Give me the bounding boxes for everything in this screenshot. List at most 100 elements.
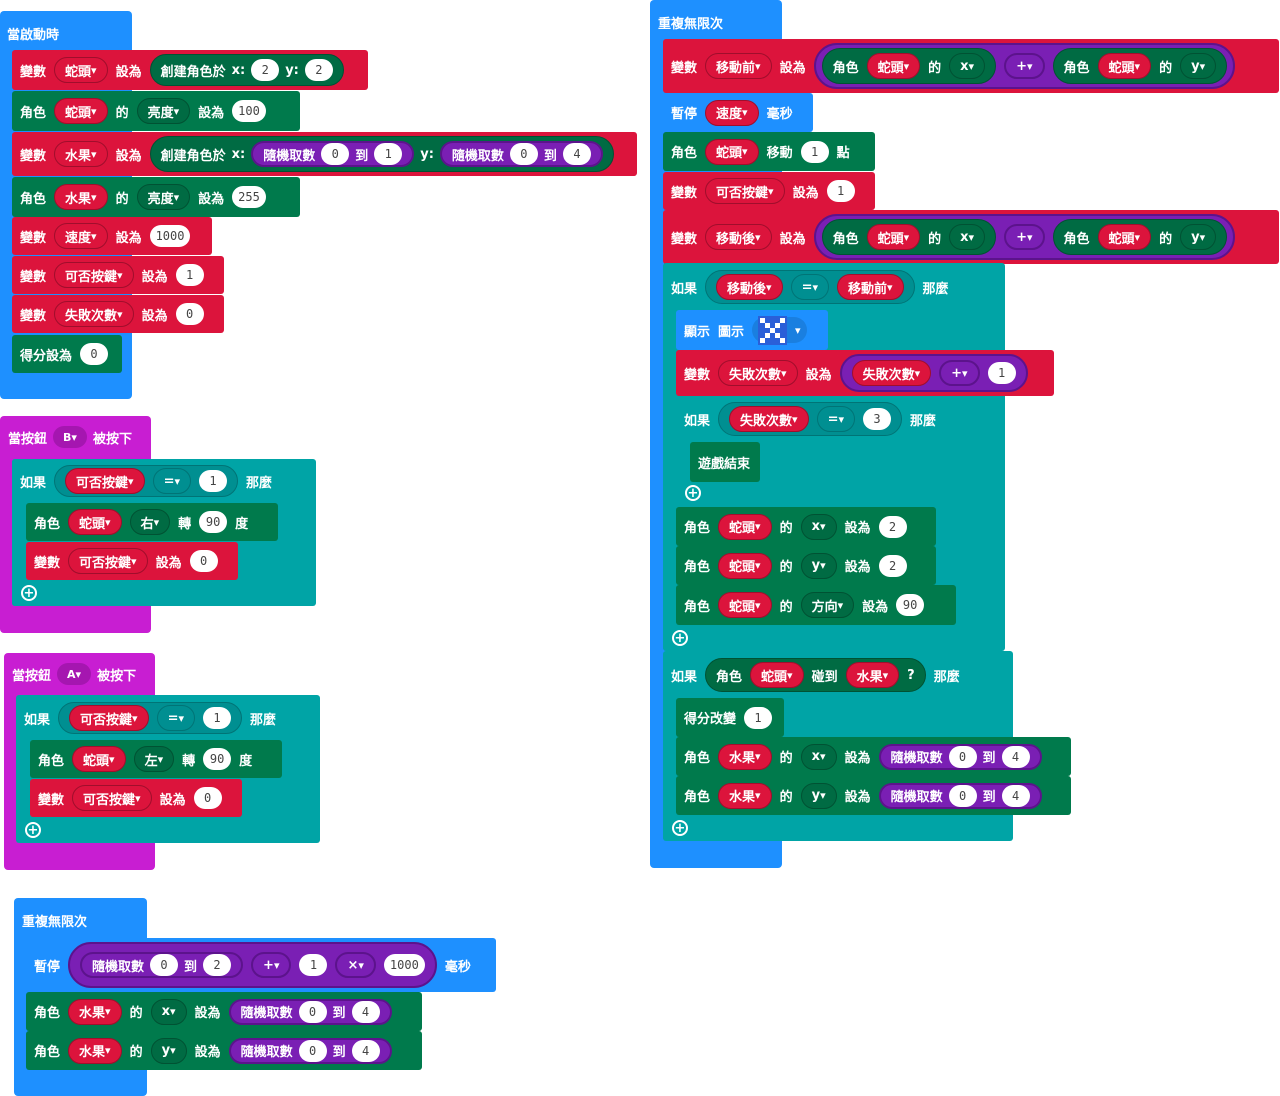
random-block[interactable]: 隨機取數 0 到 4 — [439, 141, 603, 167]
random-min[interactable]: 0 — [150, 954, 179, 976]
add-else-icon[interactable]: + — [21, 585, 37, 601]
sprite-prop-reporter[interactable]: 角色 蛇頭 的 x — [821, 48, 997, 84]
random-min[interactable]: 0 — [509, 143, 538, 165]
random-min[interactable]: 0 — [948, 745, 977, 768]
multiply-block[interactable]: 隨機取數 0 到 2 + 1 × 1000 — [68, 942, 437, 988]
snake-direction-row[interactable]: 角色 蛇頭 的 方向 設為 90 — [676, 585, 956, 625]
random-block[interactable]: 隨機取數 0 到 4 — [228, 998, 392, 1025]
add-else-icon[interactable]: + — [25, 822, 41, 838]
multiply-operator[interactable]: × — [335, 952, 376, 978]
x-input[interactable]: 2 — [251, 59, 280, 81]
prop-dropdown[interactable]: y — [150, 1037, 187, 1064]
show-icon-row[interactable]: 顯示 圖示 ▾ — [676, 310, 828, 350]
value-input[interactable]: 1000 — [149, 225, 191, 247]
random-max[interactable]: 4 — [562, 143, 591, 165]
operator-dropdown[interactable]: = — [816, 406, 855, 432]
set-can-press-b-row[interactable]: 變數 可否按鍵 設為 0 — [26, 542, 238, 580]
random-block[interactable]: 隨機取數 0 到 4 — [878, 782, 1042, 809]
var-reporter[interactable]: 可否按鍵 — [65, 468, 145, 494]
add-block[interactable]: 角色 蛇頭 的 x + 角色 蛇頭 的 y — [813, 214, 1236, 260]
create-sprite-block[interactable]: 創建角色於 x: 2 y: 2 — [149, 54, 344, 86]
value-input[interactable]: 0 — [80, 343, 109, 365]
set-can-press-row[interactable]: 變數 可否按鍵 設為 1 — [12, 256, 224, 294]
set-speed-row[interactable]: 變數 速度 設為 1000 — [12, 217, 212, 255]
random-max[interactable]: 4 — [351, 1039, 380, 1062]
sprite-dropdown[interactable]: 水果 — [845, 662, 900, 688]
sprite-dropdown[interactable]: 蛇頭 — [1097, 224, 1152, 250]
sprite-dropdown[interactable]: 蛇頭 — [866, 53, 921, 79]
random-max[interactable]: 4 — [1001, 784, 1030, 807]
random-block[interactable]: 隨機取數 0 到 4 — [228, 1037, 392, 1064]
sprite-dropdown[interactable]: 蛇頭 — [750, 662, 804, 688]
plus-operator[interactable]: + — [1004, 224, 1045, 250]
random-block[interactable]: 隨機取數 0 到 2 — [80, 952, 244, 978]
sprite-prop-reporter[interactable]: 角色 蛇頭 的 y — [1052, 48, 1228, 84]
random-min[interactable]: 0 — [321, 143, 350, 165]
sprite-prop-reporter[interactable]: 角色 蛇頭 的 x — [821, 219, 997, 255]
random-max[interactable]: 2 — [203, 954, 232, 976]
plus-operator[interactable]: + — [939, 360, 980, 386]
compare-value[interactable]: 1 — [203, 707, 231, 729]
set-fruit-row[interactable]: 變數 水果 設為 創建角色於 x: 隨機取數 0 到 1 y: 隨機取數 0 到… — [12, 132, 637, 176]
set-can-press-a-row[interactable]: 變數 可否按鍵 設為 0 — [30, 779, 242, 817]
set-can-press-row[interactable]: 變數 可否按鍵 設為 1 — [663, 172, 875, 210]
operator-dropdown[interactable]: = — [156, 705, 195, 731]
compare-block[interactable]: 可否按鍵 = 1 — [54, 465, 238, 497]
sprite-dropdown[interactable]: 蛇頭 — [705, 138, 759, 165]
var-dropdown[interactable]: 可否按鍵 — [54, 262, 134, 288]
operator-dropdown[interactable]: = — [152, 468, 191, 494]
random-min[interactable]: 0 — [298, 1039, 327, 1062]
value-input[interactable]: 0 — [193, 787, 222, 809]
sprite-dropdown[interactable]: 水果 — [718, 743, 772, 770]
multiplier-input[interactable]: 1000 — [383, 954, 425, 976]
sprite-dropdown[interactable]: 水果 — [68, 998, 122, 1025]
set-fail-count-row[interactable]: 變數 失敗次數 設為 0 — [12, 295, 224, 333]
var-dropdown[interactable]: 移動前 — [705, 53, 772, 79]
fruit-y-row[interactable]: 角色 水果 的 y 設為 隨機取數 0 到 4 — [26, 1031, 422, 1070]
prop-dropdown[interactable]: x — [150, 998, 187, 1025]
var-reporter[interactable]: 移動後 — [716, 274, 783, 300]
var-dropdown[interactable]: 可否按鍵 — [72, 785, 152, 811]
sprite-dropdown[interactable]: 蛇頭 — [68, 509, 122, 535]
sprite-dropdown[interactable]: 蛇頭 — [718, 552, 772, 579]
random-max[interactable]: 1 — [374, 143, 403, 165]
icon-dropdown[interactable]: ▾ — [752, 315, 807, 345]
value-input[interactable]: 1 — [744, 706, 773, 729]
touching-block[interactable]: 角色 蛇頭 碰到 水果 ? — [705, 658, 926, 692]
value-input[interactable]: 1 — [175, 264, 204, 286]
sprite-dropdown[interactable]: 蛇頭 — [866, 224, 921, 250]
snake-y-row[interactable]: 角色 蛇頭 的 y 設為 2 — [676, 546, 936, 585]
sprite-dropdown[interactable]: 蛇頭 — [718, 592, 772, 618]
var-dropdown[interactable]: 速度 — [54, 223, 108, 249]
random-max[interactable]: 4 — [351, 1000, 380, 1023]
button-dropdown[interactable]: B — [53, 426, 87, 448]
sprite-dropdown[interactable]: 蛇頭 — [72, 746, 126, 772]
compare-value[interactable]: 3 — [863, 408, 891, 430]
addend-input[interactable]: 1 — [299, 954, 328, 976]
value-input[interactable]: 1 — [826, 180, 855, 202]
fruit-x-row[interactable]: 角色 水果 的 x 設為 隨機取數 0 到 4 — [26, 992, 422, 1031]
value-input[interactable]: 0 — [175, 303, 204, 325]
set-score-row[interactable]: 得分設為 0 — [12, 335, 122, 373]
random-block[interactable]: 隨機取數 0 到 1 — [251, 141, 415, 167]
compare-block[interactable]: 移動後 = 移動前 — [705, 270, 915, 304]
prop-dropdown[interactable]: x — [949, 53, 986, 79]
snake-x-row[interactable]: 角色 蛇頭 的 x 設為 2 — [676, 507, 936, 546]
var-dropdown[interactable]: 水果 — [54, 141, 108, 167]
var-dropdown[interactable]: 可否按鍵 — [68, 548, 148, 574]
value-input[interactable]: 100 — [232, 100, 266, 122]
random-min[interactable]: 0 — [948, 784, 977, 807]
operator-dropdown[interactable]: = — [790, 274, 829, 300]
var-reporter[interactable]: 可否按鍵 — [69, 705, 149, 731]
compare-value[interactable]: 1 — [199, 470, 227, 492]
compare-block[interactable]: 可否按鍵 = 1 — [58, 702, 242, 734]
prop-dropdown[interactable]: 亮度 — [136, 98, 191, 124]
plus-operator[interactable]: + — [251, 952, 292, 978]
prop-dropdown[interactable]: y — [1180, 224, 1217, 250]
pause-random-row[interactable]: 暫停 隨機取數 0 到 2 + 1 × 1000 毫秒 — [26, 938, 496, 992]
sprite-dropdown[interactable]: 水果 — [718, 782, 772, 809]
add-block[interactable]: 角色 蛇頭 的 x + 角色 蛇頭 的 y — [813, 43, 1236, 89]
set-after-move-row[interactable]: 變數 移動後 設為 角色 蛇頭 的 x + 角色 蛇頭 的 y — [663, 210, 1279, 264]
fruit-x-row[interactable]: 角色 水果 的 x 設為 隨機取數 0 到 4 — [676, 737, 1071, 776]
pause-speed-row[interactable]: 暫停 速度 毫秒 — [663, 93, 813, 132]
